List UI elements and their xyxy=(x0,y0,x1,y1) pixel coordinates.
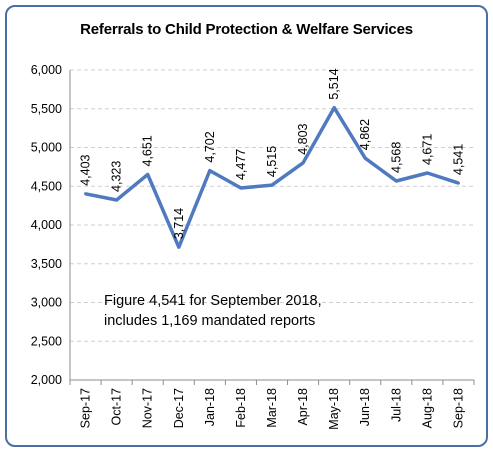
data-point xyxy=(146,173,150,177)
data-label: 4,862 xyxy=(358,119,372,150)
data-label: 4,702 xyxy=(203,131,217,162)
data-label: 4,403 xyxy=(79,154,93,185)
x-tick-label: Jun-18 xyxy=(358,388,372,426)
annotation-text: Figure 4,541 for September 2018, xyxy=(104,293,322,309)
x-tick-label: Sep-18 xyxy=(451,388,465,428)
x-tick-label: May-18 xyxy=(327,388,341,430)
data-point xyxy=(425,171,429,175)
data-label: 4,803 xyxy=(296,123,310,154)
y-tick-label: 5,500 xyxy=(31,102,62,116)
data-label: 4,515 xyxy=(265,146,279,177)
data-label: 4,541 xyxy=(451,144,465,175)
data-point xyxy=(301,161,305,165)
x-tick-label: Jul-18 xyxy=(389,388,403,422)
y-tick-label: 6,000 xyxy=(31,63,62,77)
data-label: 5,514 xyxy=(327,68,341,99)
x-tick-label: Aug-18 xyxy=(420,388,434,428)
chart-title: Referrals to Child Protection & Welfare … xyxy=(80,21,413,38)
x-tick-label: Nov-17 xyxy=(141,388,155,428)
data-point xyxy=(456,181,460,185)
annotation-text: includes 1,169 mandated reports xyxy=(104,313,315,329)
data-point xyxy=(363,156,367,160)
y-tick-label: 4,500 xyxy=(31,179,62,193)
data-point xyxy=(394,179,398,183)
x-tick-label: Apr-18 xyxy=(296,388,310,426)
x-tick-label: Sep-17 xyxy=(79,388,93,428)
y-tick-label: 4,000 xyxy=(31,218,62,232)
y-tick-label: 3,500 xyxy=(31,257,62,271)
data-point xyxy=(270,183,274,187)
data-label: 4,651 xyxy=(141,135,155,166)
data-point xyxy=(239,186,243,190)
data-point xyxy=(115,198,119,202)
data-point xyxy=(208,169,212,173)
y-tick-label: 5,000 xyxy=(31,141,62,155)
data-label: 4,568 xyxy=(389,142,403,173)
data-label: 4,671 xyxy=(420,134,434,165)
y-tick-label: 3,000 xyxy=(31,296,62,310)
x-tick-label: Dec-17 xyxy=(172,388,186,428)
x-tick-label: Feb-18 xyxy=(234,388,248,428)
data-label: 4,323 xyxy=(110,161,124,192)
y-tick-label: 2,000 xyxy=(31,373,62,387)
x-tick-label: Oct-17 xyxy=(110,388,124,426)
x-tick-label: Jan-18 xyxy=(203,388,217,426)
y-tick-label: 2,500 xyxy=(31,334,62,348)
data-point xyxy=(332,106,336,110)
data-label: 3,714 xyxy=(172,208,186,239)
data-point xyxy=(84,192,88,196)
data-label: 4,477 xyxy=(234,149,248,180)
chart-frame: Referrals to Child Protection & Welfare … xyxy=(5,5,488,447)
x-tick-label: Mar-18 xyxy=(265,388,279,428)
data-point xyxy=(177,245,181,249)
